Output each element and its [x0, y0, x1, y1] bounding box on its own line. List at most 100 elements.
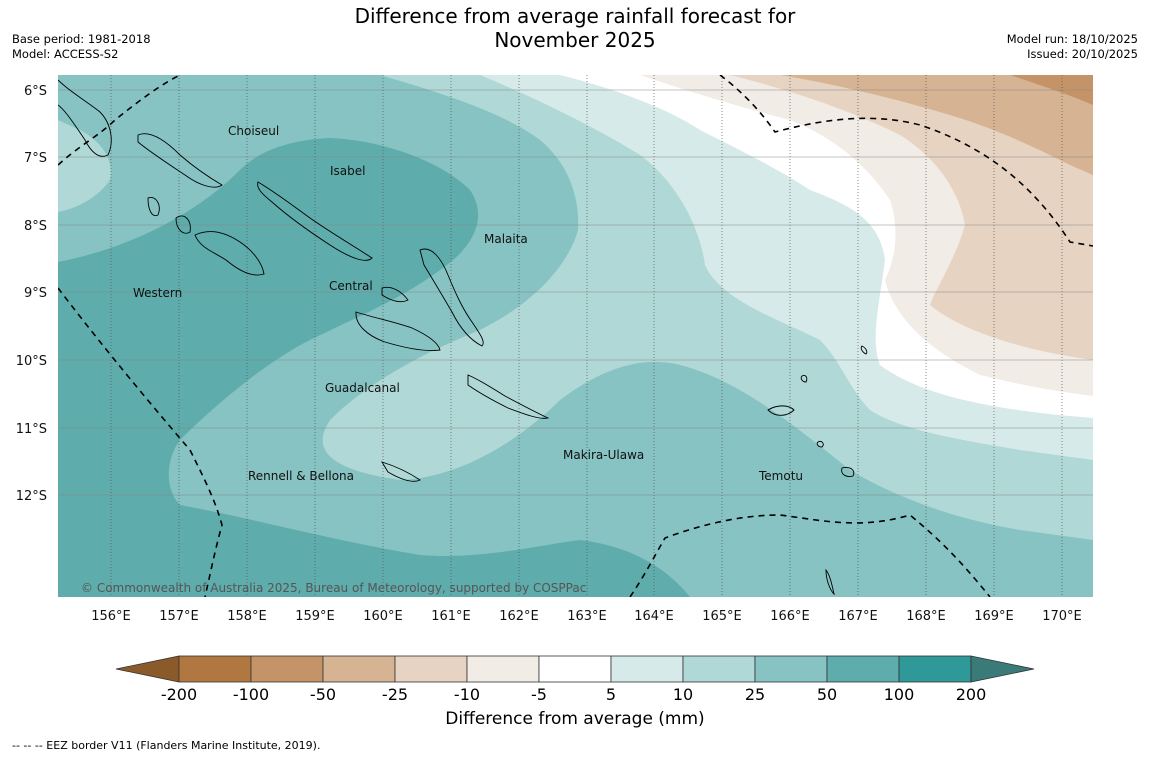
label-choiseul: Choiseul	[228, 124, 279, 138]
colorbar-extend-high	[970, 655, 1035, 683]
lat-tick: 12°S	[16, 489, 47, 504]
island-guadalcanal	[355, 311, 441, 351]
longitude-tick-labels: 156°E 157°E 158°E 159°E 160°E 161°E 162°…	[91, 609, 1082, 624]
colorbar-extend-low	[115, 655, 180, 683]
latitude-tick-labels: 6°S 7°S 8°S 9°S 10°S 11°S 12°S	[16, 84, 47, 504]
map-figure: Choiseul Isabel Malaita Western Central …	[16, 75, 1093, 624]
band-neg10-neg25	[730, 75, 1093, 360]
lon-tick: 158°E	[227, 609, 267, 624]
island-vella	[175, 215, 191, 234]
island-reef	[800, 375, 808, 383]
island-bougainville-tip	[58, 79, 112, 157]
colorbar-tick: -100	[233, 685, 269, 704]
graticule	[110, 75, 1063, 597]
lon-tick: 164°E	[634, 609, 674, 624]
lon-tick: 170°E	[1042, 609, 1082, 624]
colorbar-tick: 50	[817, 685, 837, 704]
colorbar-swatch	[898, 655, 972, 683]
lon-tick: 159°E	[295, 609, 335, 624]
island-makira	[467, 374, 550, 419]
run-info: Model run: 18/10/2025 Issued: 20/10/2025	[1007, 32, 1138, 62]
colorbar-swatch	[682, 655, 756, 683]
lat-tick: 8°S	[24, 219, 47, 234]
colorbar-swatches	[115, 655, 1035, 683]
lon-tick: 156°E	[91, 609, 131, 624]
island-new-georgia	[194, 231, 265, 276]
base-period: Base period: 1981-2018	[12, 32, 151, 46]
label-makira-ulawa: Makira-Ulawa	[563, 448, 644, 462]
lat-tick: 7°S	[24, 151, 47, 166]
colorbar-swatch	[826, 655, 900, 683]
island-nggela	[381, 286, 409, 303]
island-anuta	[825, 568, 835, 596]
lat-tick: 6°S	[24, 84, 47, 99]
lon-tick: 165°E	[702, 609, 742, 624]
lon-tick: 163°E	[567, 609, 607, 624]
lon-tick: 162°E	[499, 609, 539, 624]
island-ranongga	[147, 197, 160, 217]
band-10-25	[58, 120, 111, 212]
model-name: Model: ACCESS-S2	[12, 47, 119, 61]
lat-tick: 11°S	[16, 422, 47, 437]
colorbar-tick: -25	[382, 685, 408, 704]
islands	[58, 79, 868, 596]
colorbar-swatch	[250, 655, 324, 683]
label-malaita: Malaita	[484, 232, 528, 246]
island-vanikoro	[841, 467, 855, 477]
label-guadalcanal: Guadalcanal	[325, 381, 400, 395]
label-isabel: Isabel	[330, 164, 365, 178]
colorbar-tick: -10	[454, 685, 480, 704]
lon-tick: 167°E	[838, 609, 878, 624]
colorbar-tick: 25	[745, 685, 765, 704]
issued-date: Issued: 20/10/2025	[1027, 47, 1138, 61]
colorbar-tick-labels: -200 -100 -50 -25 -10 -5 5 10 25 50 100 200	[161, 685, 986, 704]
island-malaita	[419, 248, 484, 347]
title-line-1: Difference from average rainfall forecas…	[354, 4, 796, 28]
colorbar-tick: -50	[310, 685, 336, 704]
band-neg25-neg50	[780, 75, 1093, 175]
colorbar-tick: -5	[531, 685, 547, 704]
colorbar-tick: 200	[956, 685, 987, 704]
colorbar-swatch	[610, 655, 684, 683]
province-labels: Choiseul Isabel Malaita Western Central …	[133, 124, 803, 483]
colorbar-tick: -200	[161, 685, 197, 704]
title-line-2: November 2025	[494, 28, 656, 52]
lat-tick: 10°S	[16, 354, 47, 369]
colorbar-swatch	[394, 655, 468, 683]
lat-tick: 9°S	[24, 286, 47, 301]
island-tikopia	[816, 441, 824, 448]
colorbar-swatch	[322, 655, 396, 683]
colorbar-swatch	[178, 655, 252, 683]
eez-borders	[58, 75, 1093, 597]
eez-footnote: -- -- -- EEZ border V11 (Flanders Marine…	[12, 739, 321, 752]
latitude-lines	[58, 89, 1093, 496]
colorbar-swatch	[754, 655, 828, 683]
colorbar-swatch	[466, 655, 540, 683]
band-neg50-neg100	[1010, 75, 1093, 105]
colorbar-tick: 10	[673, 685, 693, 704]
colorbar-tick: 100	[884, 685, 915, 704]
lon-tick: 160°E	[363, 609, 403, 624]
island-choiseul	[137, 133, 223, 188]
map-title: Difference from average rainfall forecas…	[0, 4, 1150, 52]
rainfall-anomaly-map: Choiseul Isabel Malaita Western Central …	[58, 75, 1093, 597]
model-info: Base period: 1981-2018 Model: ACCESS-S2	[12, 32, 151, 62]
colorbar-title: Difference from average (mm)	[445, 709, 705, 729]
lon-tick: 166°E	[770, 609, 810, 624]
island-sikaiana	[860, 345, 868, 355]
island-santa-cruz	[767, 405, 795, 416]
colorbar-swatch	[538, 655, 612, 683]
lon-tick: 168°E	[906, 609, 946, 624]
copyright-notice: © Commonwealth of Australia 2025, Bureau…	[81, 581, 586, 595]
lon-tick: 157°E	[159, 609, 199, 624]
colorbar-tick: 5	[606, 685, 616, 704]
label-rennell-bellona: Rennell & Bellona	[248, 469, 354, 483]
model-run: Model run: 18/10/2025	[1006, 32, 1138, 46]
island-isabel	[257, 181, 373, 261]
colorbar: -200 -100 -50 -25 -10 -5 5 10 25 50 100 200	[115, 655, 1035, 704]
label-central: Central	[329, 279, 373, 293]
lon-tick: 169°E	[974, 609, 1014, 624]
lon-tick: 161°E	[431, 609, 471, 624]
island-rennell	[381, 461, 421, 482]
label-western: Western	[133, 286, 182, 300]
